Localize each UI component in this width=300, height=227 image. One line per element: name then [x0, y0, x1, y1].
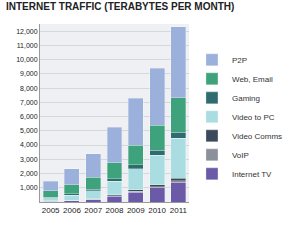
- svg-text:11,000: 11,000: [17, 42, 38, 49]
- svg-text:8,000: 8,000: [20, 85, 38, 92]
- svg-text:2,000: 2,000: [20, 170, 38, 177]
- svg-text:Video Comms: Video Comms: [232, 132, 282, 141]
- svg-text:Internet TV: Internet TV: [232, 170, 272, 179]
- svg-text:6,000: 6,000: [20, 113, 38, 120]
- svg-text:9,000: 9,000: [20, 70, 38, 77]
- svg-text:10,000: 10,000: [16, 56, 38, 63]
- svg-text:Video to PC: Video to PC: [232, 113, 275, 122]
- svg-text:Web, Email: Web, Email: [232, 75, 273, 84]
- svg-text:INTERNET TRAFFIC (TERABYTES PE: INTERNET TRAFFIC (TERABYTES PER MONTH): [6, 1, 234, 12]
- svg-text:4,000: 4,000: [20, 141, 38, 148]
- svg-text:VoIP: VoIP: [232, 151, 249, 160]
- svg-text:2006: 2006: [63, 206, 81, 215]
- svg-text:2010: 2010: [148, 206, 166, 215]
- svg-text:P2P: P2P: [232, 56, 247, 65]
- svg-text:2007: 2007: [84, 206, 102, 215]
- svg-text:2005: 2005: [42, 206, 60, 215]
- svg-text:1,000: 1,000: [20, 184, 38, 191]
- svg-text:2008: 2008: [106, 206, 124, 215]
- svg-text:2011: 2011: [170, 206, 188, 215]
- svg-text:5,000: 5,000: [20, 127, 38, 134]
- svg-text:2009: 2009: [127, 206, 145, 215]
- svg-text:Gaming: Gaming: [232, 94, 260, 103]
- svg-text:12,000: 12,000: [16, 28, 38, 35]
- svg-text:7,000: 7,000: [20, 99, 38, 106]
- svg-text:3,000: 3,000: [20, 156, 38, 163]
